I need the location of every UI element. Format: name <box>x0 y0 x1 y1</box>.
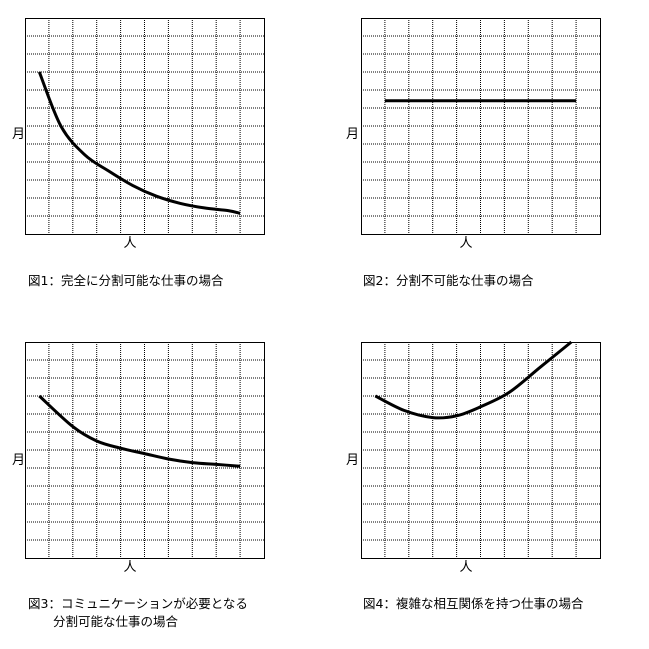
chart-caption: 図4：複雑な相互関係を持つ仕事の場合 <box>363 596 584 611</box>
grid <box>361 18 600 234</box>
grid <box>25 18 264 234</box>
data-line <box>38 394 241 468</box>
plot-frame <box>25 18 265 235</box>
y-axis-label: 月 <box>346 127 359 142</box>
chart-caption: 図3：コミュニケーションが必要となる <box>28 596 248 611</box>
chart-caption-line-2: 分割可能な仕事の場合 <box>53 614 179 629</box>
x-axis-label: 人 <box>123 236 136 251</box>
plot-frame <box>25 342 265 559</box>
x-axis-label: 人 <box>459 560 472 575</box>
x-axis-label: 人 <box>459 236 472 251</box>
x-axis-label: 人 <box>123 560 136 575</box>
chart-caption: 図1：完全に分割可能な仕事の場合 <box>28 273 224 288</box>
grid <box>25 342 264 558</box>
plot-frame <box>361 342 601 559</box>
data-line <box>37 71 241 215</box>
y-axis-label: 月 <box>12 127 25 142</box>
grid <box>361 342 600 558</box>
data-line <box>374 340 573 420</box>
y-axis-label: 月 <box>12 453 25 468</box>
plot-frame <box>361 18 601 235</box>
chart-caption: 図2：分割不可能な仕事の場合 <box>363 273 534 288</box>
y-axis-label: 月 <box>346 453 359 468</box>
